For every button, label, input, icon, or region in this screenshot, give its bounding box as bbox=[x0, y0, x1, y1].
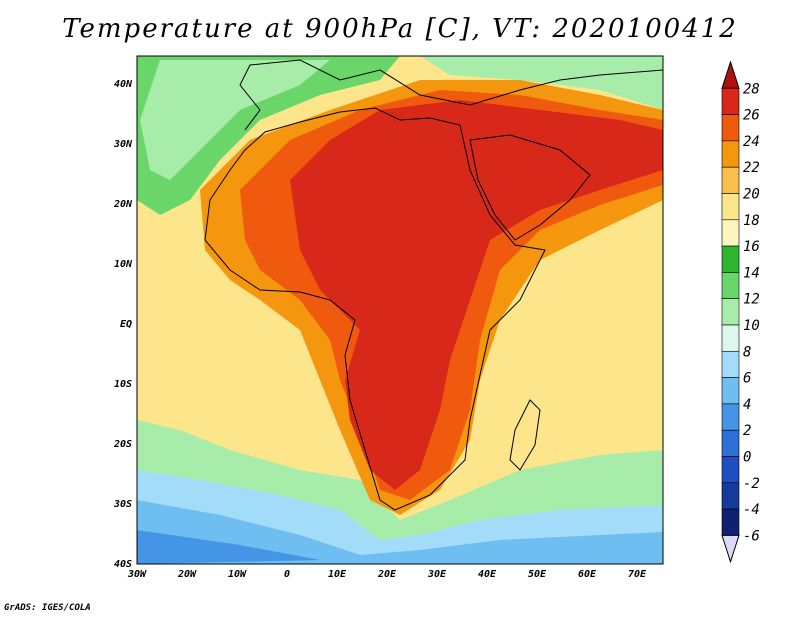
colorbar-swatch bbox=[721, 350, 740, 378]
colorbar-label: -6 bbox=[743, 528, 760, 544]
colorbar-swatch bbox=[721, 166, 740, 194]
colorbar-label: 0 bbox=[743, 450, 751, 466]
lat-tick-40s: 40S bbox=[114, 559, 132, 570]
lat-tick-eq: EQ bbox=[120, 319, 132, 330]
colorbar-swatch bbox=[721, 403, 740, 431]
colorbar-swatch bbox=[721, 429, 740, 457]
credit-text: GrADS: IGES/COLA bbox=[4, 603, 91, 613]
colorbar-swatch bbox=[721, 88, 740, 115]
lat-tick-30s: 30S bbox=[113, 499, 132, 510]
longitude-axis: 30W 20W 10W 0 10E 20E 30E 40E 50E 60E 70… bbox=[127, 569, 647, 580]
lon-tick-30e: 30E bbox=[427, 569, 447, 580]
colorbar-swatch bbox=[721, 245, 740, 273]
africa-coastline bbox=[204, 107, 546, 511]
colorbar-label: 12 bbox=[743, 292, 760, 308]
lon-tick-10w: 10W bbox=[228, 569, 247, 580]
map-title: Temperature at 900hPa [C], VT: 202010041… bbox=[62, 14, 738, 44]
colorbar-label: 16 bbox=[743, 239, 760, 255]
colorbar-swatch bbox=[721, 219, 740, 247]
colorbar-label: 22 bbox=[743, 160, 760, 176]
colorbar-swatch bbox=[721, 324, 740, 352]
colorbar-swatch bbox=[721, 140, 740, 168]
lon-tick-0: 0 bbox=[284, 569, 290, 580]
colorbar-label: 26 bbox=[743, 108, 760, 124]
colorbar-swatch bbox=[721, 272, 740, 299]
madagascar-coastline bbox=[509, 399, 541, 471]
field-coldest-south bbox=[137, 530, 320, 564]
colorbar-label: 8 bbox=[743, 344, 751, 360]
field-colder-south bbox=[137, 500, 663, 564]
colorbar-label: 18 bbox=[743, 213, 760, 229]
lat-tick-20s: 20S bbox=[113, 439, 132, 450]
colorbar-label: 28 bbox=[743, 81, 760, 97]
colorbar-swatch bbox=[721, 482, 740, 510]
lon-tick-60e: 60E bbox=[578, 569, 597, 580]
lat-tick-10s: 10S bbox=[114, 379, 132, 390]
europe-coastline bbox=[239, 59, 664, 131]
colorbar-label: 2 bbox=[743, 423, 751, 439]
colorbar-swatch bbox=[721, 298, 740, 326]
colorbar-cap-bottom bbox=[721, 534, 740, 564]
latitude-axis: 40N 30N 20N 10N EQ 10S 20S 30S 40S bbox=[113, 79, 133, 570]
lon-tick-10e: 10E bbox=[328, 569, 347, 580]
colorbar-label: 20 bbox=[743, 187, 760, 203]
field-cool-north-light bbox=[140, 60, 330, 180]
lat-tick-10n: 10N bbox=[114, 259, 133, 270]
lon-tick-40e: 40E bbox=[478, 569, 497, 580]
lon-tick-30w: 30W bbox=[127, 569, 147, 580]
temperature-field bbox=[137, 56, 663, 564]
colorbar-label: 10 bbox=[743, 318, 760, 334]
colorbar-swatch bbox=[721, 193, 740, 221]
map-frame bbox=[136, 55, 664, 565]
arabia-coastline bbox=[469, 134, 591, 241]
field-very-hot-land bbox=[290, 100, 663, 490]
lat-tick-30n: 30N bbox=[113, 139, 133, 150]
colorbar-swatch bbox=[721, 456, 740, 484]
field-cool-northeast bbox=[420, 56, 663, 110]
lon-tick-20w: 20W bbox=[177, 569, 197, 580]
lat-tick-40n: 40N bbox=[114, 79, 133, 90]
lon-tick-70e: 70E bbox=[628, 569, 647, 580]
colorbar-swatch bbox=[721, 508, 740, 536]
colorbar-label: 4 bbox=[743, 397, 751, 413]
coastlines bbox=[204, 59, 664, 511]
colorbar-label: -4 bbox=[743, 502, 760, 518]
colorbar-swatch bbox=[721, 377, 740, 405]
lon-tick-50e: 50E bbox=[528, 569, 547, 580]
colorbar-label: 24 bbox=[743, 134, 760, 150]
lon-tick-20e: 20E bbox=[377, 569, 397, 580]
colorbar-label: 6 bbox=[743, 371, 751, 387]
colorbar-label: -2 bbox=[743, 476, 760, 492]
colorbar-cap-top bbox=[721, 60, 740, 89]
colorbar-swatch bbox=[721, 114, 740, 142]
lat-tick-20n: 20N bbox=[113, 199, 133, 210]
colorbar-label: 14 bbox=[743, 265, 760, 281]
